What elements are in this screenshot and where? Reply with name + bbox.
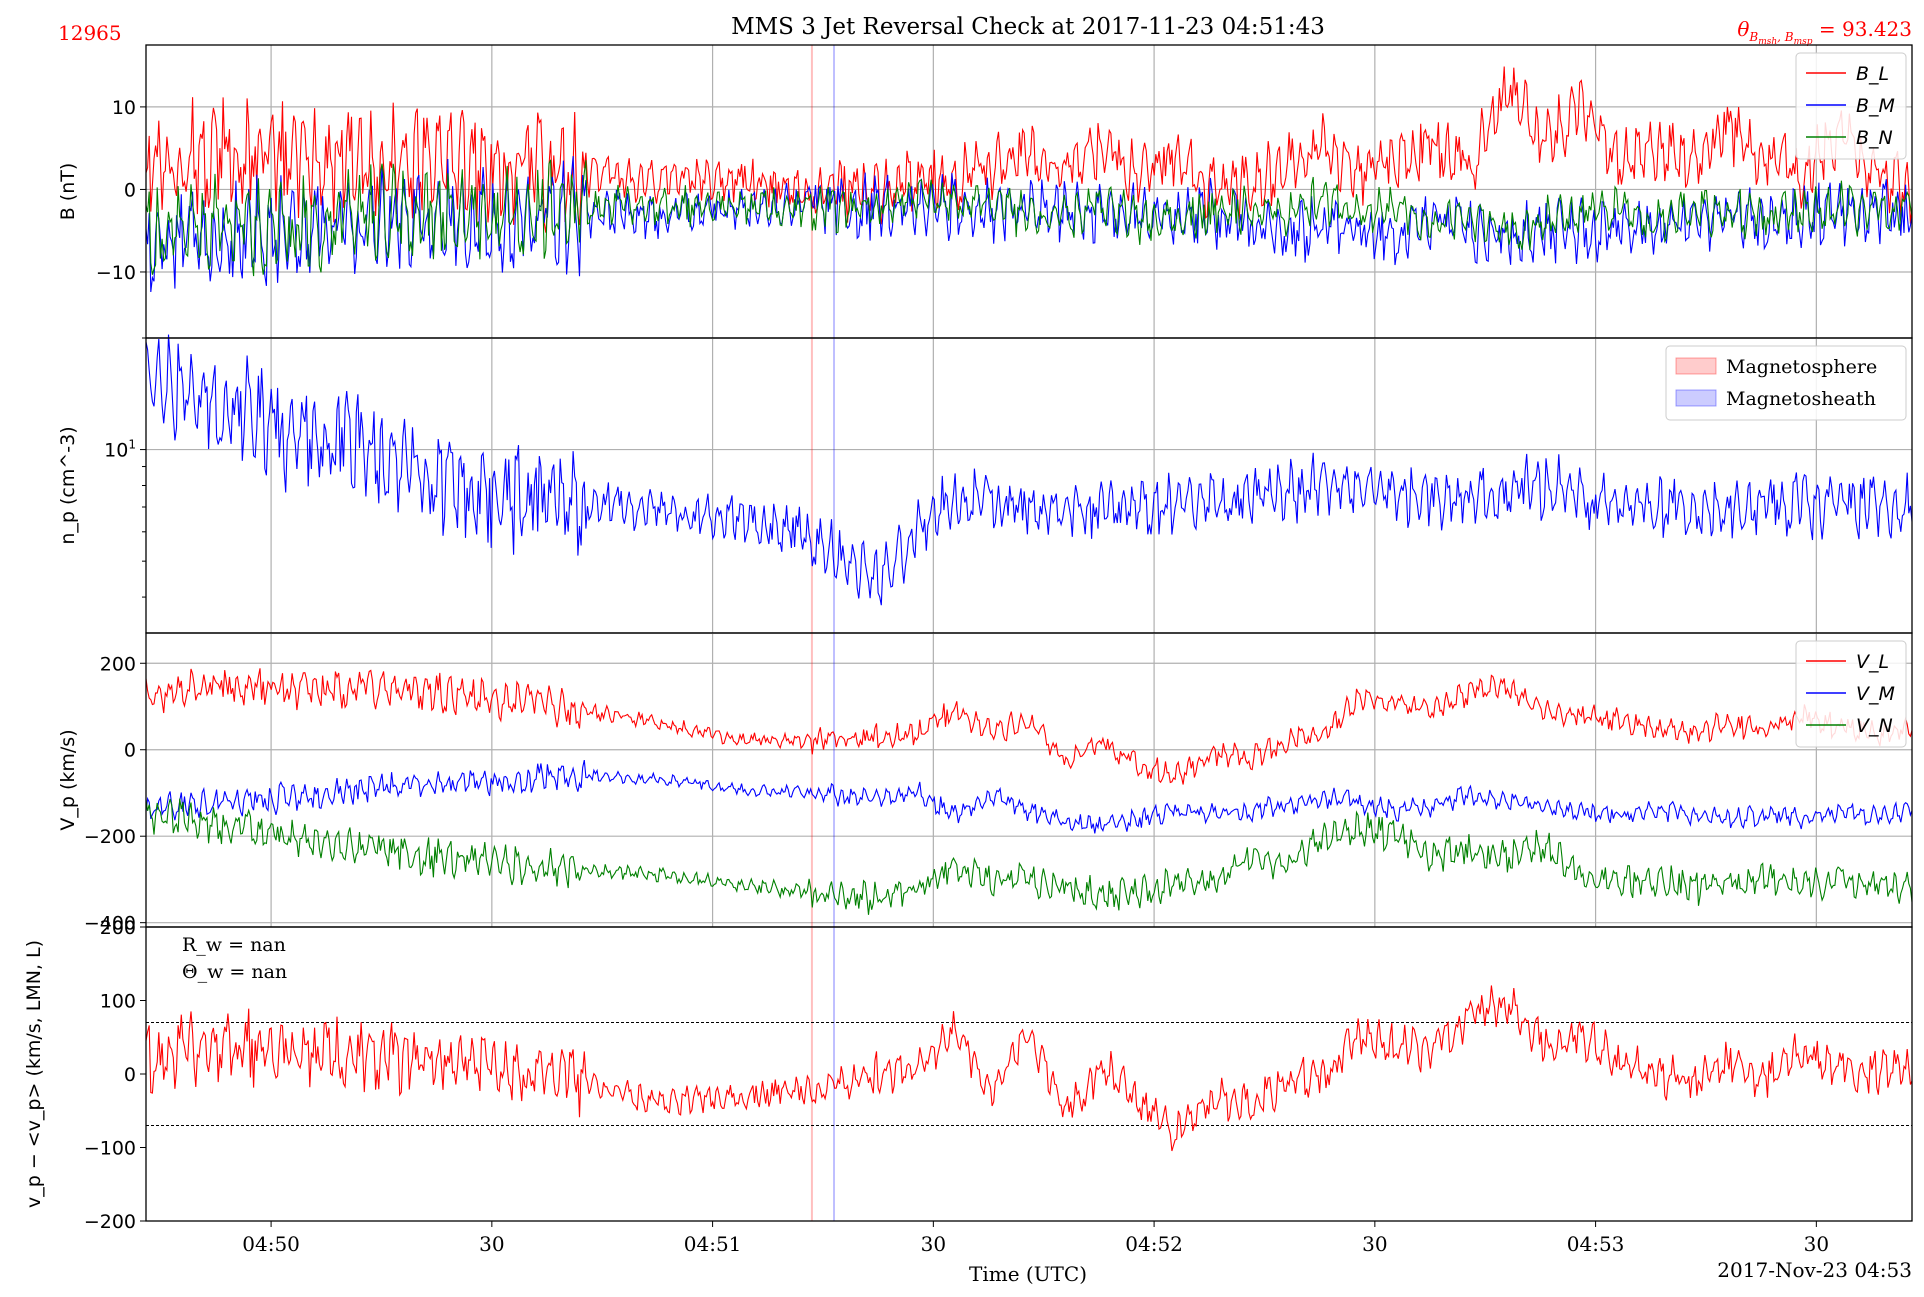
series-n_p [145,334,1913,606]
legend-label: Magnetosphere [1726,356,1877,378]
y-tick-label: 100 [100,991,136,1013]
series-V_L [145,668,1913,785]
angle-label: θBmsh, Bmsp = 93.423 [1737,17,1912,47]
y-axis-label: B (nT) [57,163,79,221]
annotation-text: Θ_w = nan [182,961,287,983]
legend-label: V_N [1856,715,1893,737]
legend-label: V_M [1856,683,1895,705]
y-tick-label: −200 [84,1211,136,1233]
y-axis-label: V_p (km/s) [57,729,79,830]
date-label: 2017-Nov-23 04:53 [1717,1258,1912,1282]
x-tick-label: 04:52 [1125,1232,1183,1256]
y-tick-label: −200 [84,826,136,848]
series-residual [145,985,1913,1152]
y-tick-label: 101 [104,438,136,462]
legend-label: B_N [1856,127,1893,149]
y-axis-label: n_p (cm^-3) [57,426,79,544]
legend-label: V_L [1856,651,1889,673]
y-tick-label: −400 [84,913,136,935]
x-axis-label: Time (UTC) [969,1262,1087,1286]
y-tick-label: −10 [96,262,136,284]
series-V_N [145,798,1913,915]
legend-label: Magnetosheath [1726,388,1876,410]
legend-label: B_L [1856,63,1889,85]
series-B_L [145,66,1913,233]
x-tick-label: 30 [1362,1232,1387,1256]
y-tick-label: 0 [124,179,136,201]
y-tick-label: 0 [124,740,136,762]
series-B_N [145,159,1913,277]
annotation-text: R_w = nan [182,934,286,956]
x-tick-label: 04:51 [684,1232,742,1256]
legend-box [1665,345,1907,421]
event-id-label: 12965 [58,21,122,45]
legend-box [1795,640,1907,748]
y-axis-label: v_p − <v_p> (km/s, LMN, L) [23,940,45,1208]
x-tick-label: 30 [921,1232,946,1256]
legend-swatch [1675,389,1717,407]
x-tick-label: 04:53 [1567,1232,1625,1256]
x-tick-label: 30 [1804,1232,1829,1256]
y-tick-label: 0 [124,1064,136,1086]
y-tick-label: 200 [100,917,136,939]
chart-title: MMS 3 Jet Reversal Check at 2017-11-23 0… [731,14,1325,40]
series-V_M [145,759,1913,834]
legend-label: B_M [1856,95,1895,117]
x-tick-label: 30 [479,1232,504,1256]
legend-box [1795,52,1907,160]
x-tick-label: 04:50 [242,1232,300,1256]
legend-swatch [1675,357,1717,375]
y-tick-label: 10 [112,97,136,119]
y-tick-label: −100 [84,1138,136,1160]
y-tick-label: 200 [100,653,136,675]
